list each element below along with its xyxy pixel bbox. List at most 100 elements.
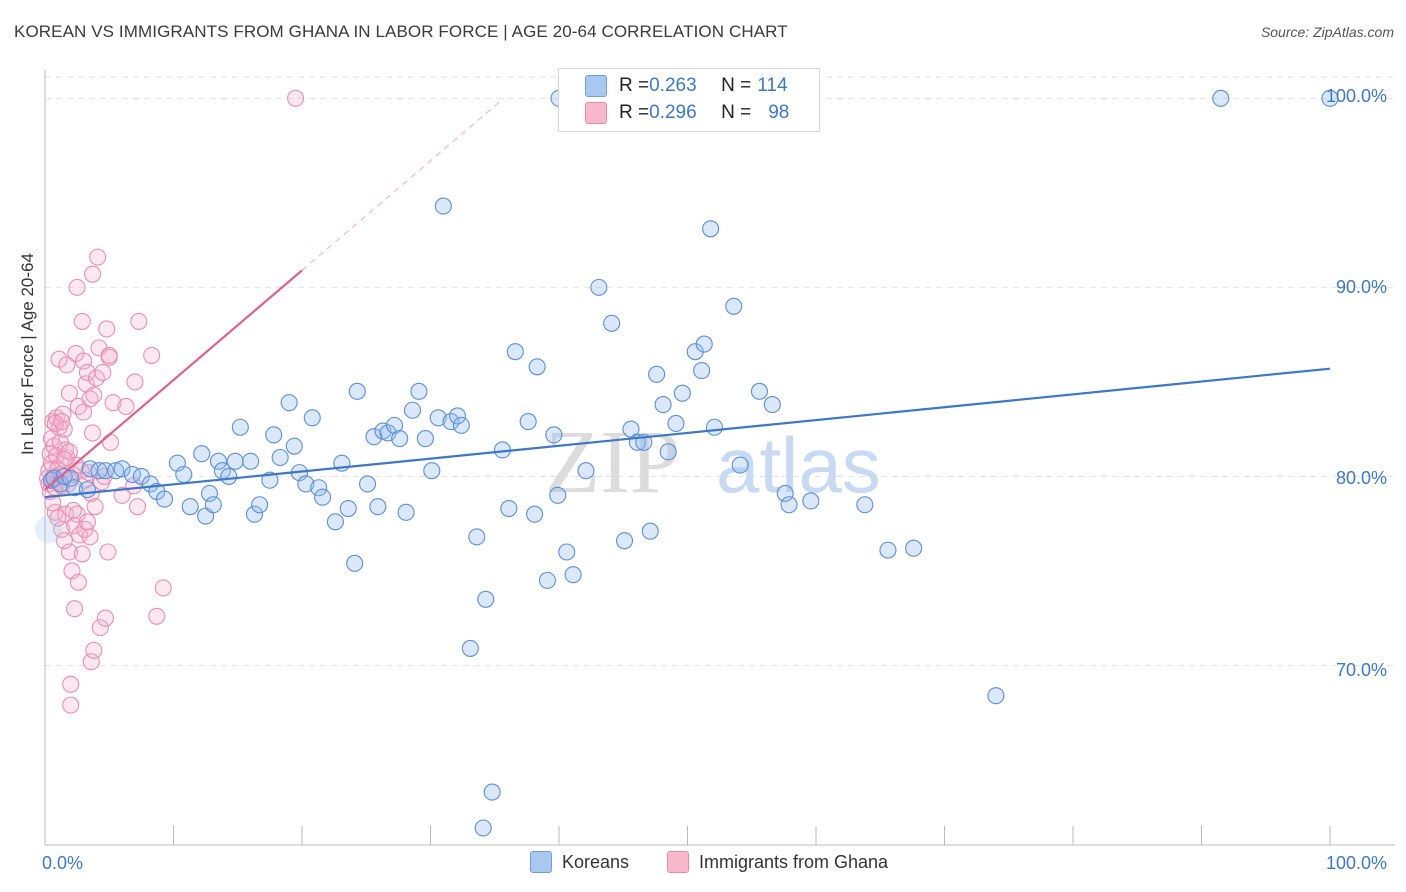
ghana-point bbox=[99, 543, 117, 561]
korean-point bbox=[429, 409, 447, 427]
korean-point bbox=[175, 465, 193, 484]
n-label: N = bbox=[721, 75, 752, 96]
korean-point bbox=[385, 416, 404, 434]
korean-point bbox=[705, 418, 724, 436]
korean-point bbox=[280, 394, 298, 412]
ghana-point bbox=[78, 513, 96, 531]
korean-point bbox=[358, 475, 377, 493]
stats-legend: R = 0.263 N = 114 R = 0.296 N = 98 bbox=[558, 68, 820, 132]
korean-point bbox=[339, 499, 357, 518]
korean-point bbox=[673, 384, 691, 402]
legend-row-koreans: R = 0.263 N = 114 bbox=[585, 73, 788, 99]
korean-point bbox=[1321, 89, 1339, 107]
korean-point bbox=[403, 401, 422, 419]
korean-point bbox=[603, 314, 621, 332]
ghana-point bbox=[126, 373, 144, 391]
korean-point bbox=[564, 566, 582, 584]
korean-point bbox=[310, 479, 328, 497]
watermark-atlas: atlas bbox=[716, 421, 881, 509]
ghana-point bbox=[96, 609, 114, 627]
ghana-point bbox=[86, 498, 104, 516]
korean-point bbox=[55, 467, 73, 485]
korean-point bbox=[750, 382, 769, 400]
korean-point bbox=[66, 479, 84, 497]
chart-title: KOREAN VS IMMIGRANTS FROM GHANA IN LABOR… bbox=[14, 22, 788, 41]
korean-point bbox=[200, 484, 219, 502]
ghana-point bbox=[89, 248, 107, 266]
korean-point bbox=[204, 496, 222, 514]
korean-point bbox=[577, 462, 595, 480]
korean-point bbox=[905, 539, 923, 557]
korean-point bbox=[695, 335, 713, 353]
korean-point bbox=[528, 358, 546, 376]
korean-point bbox=[265, 426, 283, 444]
ghana-trendline bbox=[44, 269, 303, 491]
korean-point bbox=[423, 462, 441, 480]
trendlines bbox=[44, 97, 1331, 499]
korean-point bbox=[879, 541, 897, 559]
ghana-point bbox=[104, 394, 122, 412]
korean-point bbox=[434, 197, 452, 215]
korean-point bbox=[193, 445, 211, 463]
ghana-point bbox=[69, 573, 87, 591]
korean-point bbox=[702, 220, 720, 238]
ghana-point bbox=[60, 384, 78, 402]
legend-row-ghana: R = 0.296 N = 98 bbox=[585, 100, 789, 126]
korean-point bbox=[231, 418, 249, 436]
korean-point bbox=[519, 413, 537, 431]
korean-point bbox=[442, 413, 460, 431]
ghana-trendline-extension bbox=[301, 97, 505, 271]
ghana-point bbox=[98, 320, 116, 338]
korean-point bbox=[452, 416, 470, 434]
x-tick-label-min: 0.0% bbox=[42, 853, 84, 873]
ghana-point bbox=[46, 414, 64, 433]
korean-point bbox=[648, 365, 666, 383]
ghana-point bbox=[60, 543, 78, 561]
ghana-point bbox=[101, 433, 120, 451]
y-tick-label: 100.0% bbox=[1326, 86, 1388, 106]
korean-point bbox=[667, 414, 685, 433]
korean-point bbox=[397, 503, 415, 521]
ghana-point bbox=[87, 369, 105, 387]
korean-point bbox=[659, 443, 677, 461]
korean-point bbox=[369, 498, 387, 516]
korean-point bbox=[113, 460, 131, 478]
korean-trendline bbox=[44, 367, 1331, 499]
legend-item-koreans: Koreans bbox=[530, 851, 629, 873]
ghana-point bbox=[85, 641, 103, 659]
ghana-point bbox=[85, 386, 103, 404]
ghana-point bbox=[57, 505, 75, 523]
ghana-point bbox=[55, 532, 73, 550]
ghana-point bbox=[58, 356, 76, 374]
r-value: 0.263 bbox=[649, 75, 697, 96]
y-tick-label: 90.0% bbox=[1336, 277, 1388, 297]
korean-point bbox=[545, 426, 563, 444]
ghana-point bbox=[62, 696, 80, 714]
korean-point bbox=[297, 475, 315, 493]
ghana-point bbox=[128, 498, 147, 516]
ghana-point bbox=[143, 346, 161, 364]
korean-point bbox=[365, 428, 383, 446]
korean-point bbox=[62, 469, 80, 487]
legend-label-ghana: Immigrants from Ghana bbox=[699, 851, 889, 872]
ghana-point bbox=[148, 607, 166, 625]
korean-point bbox=[477, 590, 495, 608]
korean-point bbox=[90, 462, 108, 480]
axes bbox=[44, 70, 1395, 846]
korean-point bbox=[303, 409, 321, 427]
ghana-point bbox=[66, 600, 84, 618]
korean-point bbox=[654, 396, 672, 414]
korean-point bbox=[558, 543, 576, 561]
ghana-point bbox=[113, 486, 131, 504]
korean-point bbox=[483, 783, 501, 801]
n-value: 98 bbox=[768, 102, 790, 123]
n-value: 114 bbox=[757, 75, 788, 96]
ghana-point bbox=[81, 528, 99, 546]
ghana-points bbox=[39, 89, 305, 714]
korean-point bbox=[468, 528, 486, 546]
gridlines bbox=[45, 76, 1395, 666]
korean-point bbox=[346, 554, 364, 572]
ghana-point bbox=[48, 447, 66, 465]
watermark-zip: ZIP bbox=[545, 413, 680, 512]
korean-point bbox=[42, 471, 60, 489]
